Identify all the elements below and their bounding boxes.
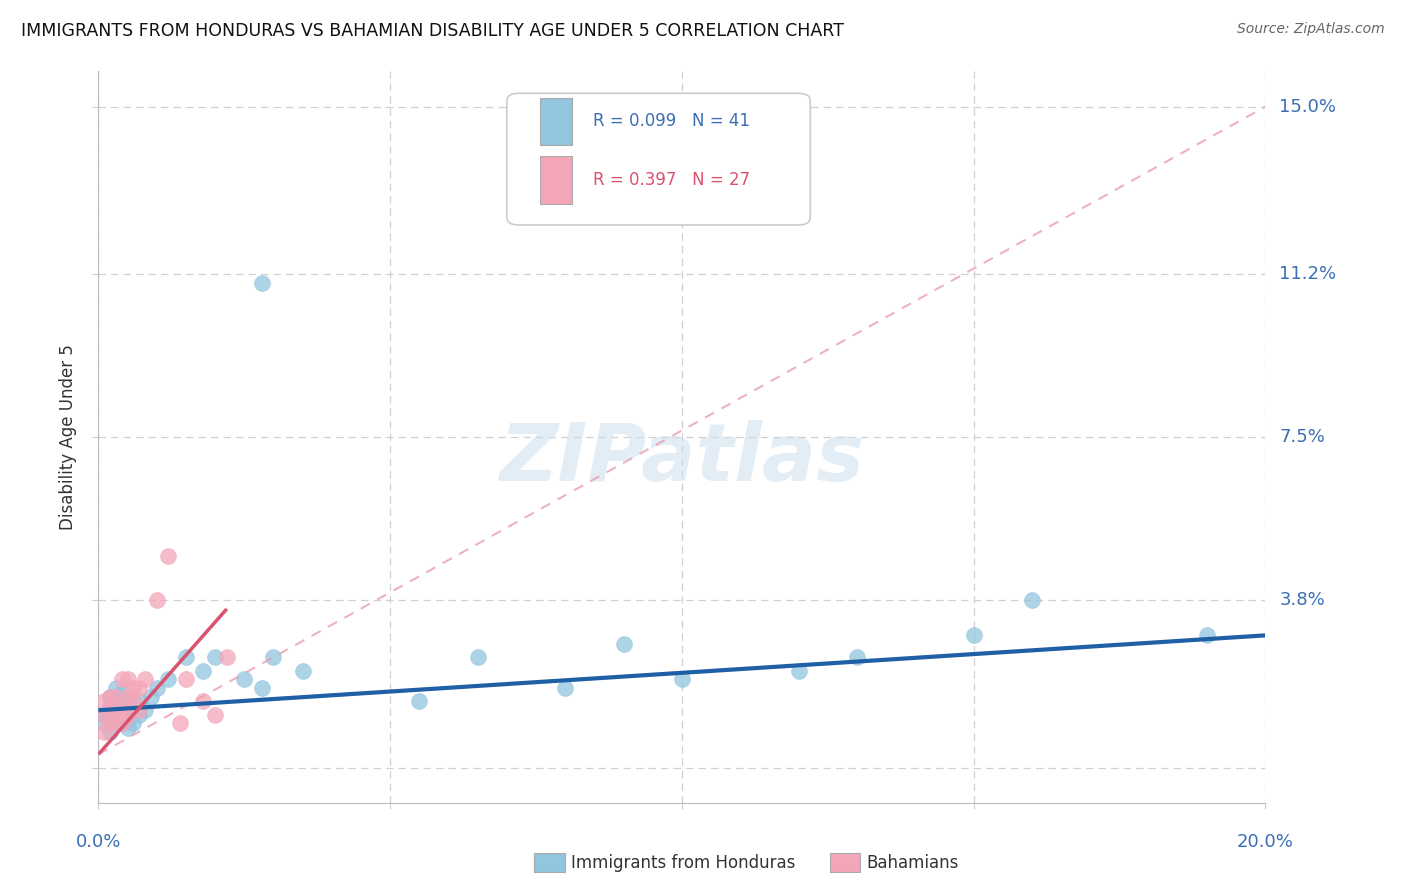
- Point: [128, 703, 150, 717]
- Point: [104, 681, 127, 696]
- Point: [104, 690, 127, 704]
- Point: [174, 650, 197, 665]
- Point: [408, 694, 430, 708]
- FancyBboxPatch shape: [508, 94, 810, 225]
- Bar: [540, 97, 572, 145]
- Point: [169, 716, 191, 731]
- Point: [104, 716, 127, 731]
- Point: [146, 593, 169, 607]
- Point: [111, 716, 134, 731]
- Point: [104, 703, 127, 717]
- Point: [111, 703, 134, 717]
- Point: [93, 716, 115, 731]
- Point: [671, 673, 693, 687]
- Y-axis label: Disability Age Under 5: Disability Age Under 5: [59, 344, 77, 530]
- Point: [117, 690, 139, 704]
- Point: [93, 707, 115, 722]
- Text: ZIPatlas: ZIPatlas: [499, 420, 865, 498]
- Point: [193, 664, 215, 678]
- Point: [104, 707, 127, 722]
- Point: [104, 716, 127, 731]
- Point: [111, 716, 134, 731]
- Point: [250, 681, 273, 696]
- Point: [117, 721, 139, 735]
- Point: [1021, 593, 1043, 607]
- Point: [134, 673, 156, 687]
- Point: [122, 716, 145, 731]
- Point: [146, 681, 169, 696]
- Point: [98, 690, 121, 704]
- Text: 15.0%: 15.0%: [1279, 97, 1336, 116]
- Point: [157, 673, 180, 687]
- Point: [98, 725, 121, 739]
- Point: [93, 725, 115, 739]
- Point: [93, 707, 115, 722]
- Point: [193, 694, 215, 708]
- Text: R = 0.099   N = 41: R = 0.099 N = 41: [593, 112, 751, 130]
- Text: 0.0%: 0.0%: [76, 833, 121, 851]
- Point: [111, 703, 134, 717]
- Point: [787, 664, 810, 678]
- Point: [128, 681, 150, 696]
- Point: [117, 694, 139, 708]
- Text: Bahamians: Bahamians: [866, 854, 959, 871]
- Point: [117, 673, 139, 687]
- Point: [122, 681, 145, 696]
- Point: [104, 694, 127, 708]
- Text: IMMIGRANTS FROM HONDURAS VS BAHAMIAN DISABILITY AGE UNDER 5 CORRELATION CHART: IMMIGRANTS FROM HONDURAS VS BAHAMIAN DIS…: [21, 22, 844, 40]
- Bar: [540, 156, 572, 203]
- Text: 3.8%: 3.8%: [1279, 591, 1324, 609]
- Text: Source: ZipAtlas.com: Source: ZipAtlas.com: [1237, 22, 1385, 37]
- Point: [98, 698, 121, 713]
- Text: 11.2%: 11.2%: [1279, 265, 1337, 283]
- Point: [139, 690, 162, 704]
- Point: [846, 650, 869, 665]
- Point: [250, 276, 273, 290]
- Point: [291, 664, 314, 678]
- Point: [111, 673, 134, 687]
- Point: [98, 690, 121, 704]
- Point: [204, 650, 226, 665]
- Point: [98, 703, 121, 717]
- Point: [117, 707, 139, 722]
- Point: [612, 637, 634, 651]
- Text: Immigrants from Honduras: Immigrants from Honduras: [571, 854, 796, 871]
- Point: [134, 703, 156, 717]
- Text: 20.0%: 20.0%: [1237, 833, 1294, 851]
- Point: [174, 673, 197, 687]
- Point: [554, 681, 576, 696]
- Point: [117, 712, 139, 726]
- Text: R = 0.397   N = 27: R = 0.397 N = 27: [593, 171, 751, 189]
- Point: [128, 694, 150, 708]
- Point: [467, 650, 489, 665]
- Point: [122, 703, 145, 717]
- Point: [233, 673, 256, 687]
- Point: [962, 628, 984, 642]
- Point: [93, 694, 115, 708]
- Point: [1195, 628, 1218, 642]
- Point: [98, 716, 121, 731]
- Point: [262, 650, 284, 665]
- Point: [122, 694, 145, 708]
- Point: [204, 707, 226, 722]
- Point: [111, 686, 134, 700]
- Point: [128, 707, 150, 722]
- Point: [215, 650, 238, 665]
- Point: [157, 549, 180, 563]
- Text: 7.5%: 7.5%: [1279, 428, 1326, 446]
